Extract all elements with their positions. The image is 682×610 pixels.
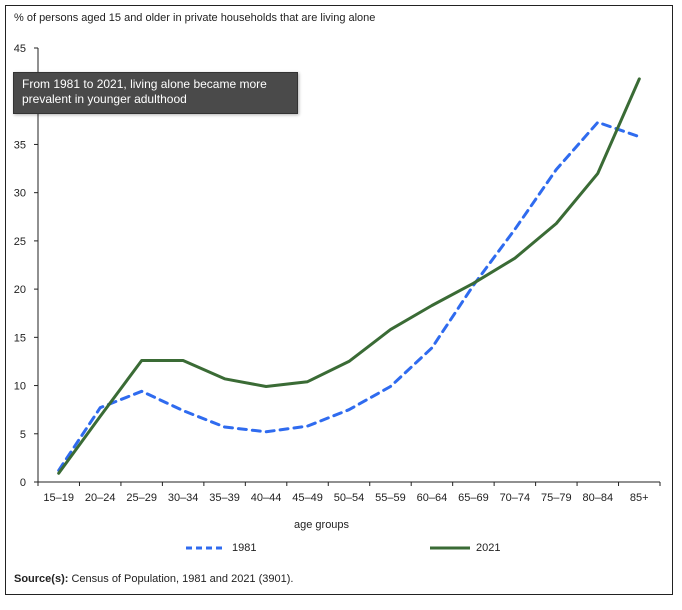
data-point-1981 [389, 385, 392, 388]
y-tick-label: 30 [14, 188, 26, 200]
x-tick-label: 25–29 [126, 492, 157, 504]
x-tick-label: 15–19 [43, 492, 74, 504]
data-point-2021 [430, 304, 433, 307]
data-point-2021 [223, 377, 226, 380]
data-point-2021 [182, 359, 185, 362]
x-tick-label: 75–79 [541, 492, 572, 504]
x-tick-label: 45–49 [292, 492, 323, 504]
legend-item-2021: 2021 [430, 540, 500, 556]
y-tick-label: 45 [14, 43, 26, 55]
x-tick-label: 80–84 [583, 492, 614, 504]
y-tick-label: 10 [14, 381, 26, 393]
data-point-1981 [306, 425, 309, 428]
x-tick-label: 30–34 [168, 492, 199, 504]
source-note: Source(s): Census of Population, 1981 an… [14, 573, 293, 585]
x-tick-label: 70–74 [500, 492, 531, 504]
series-layer [57, 77, 641, 475]
data-point-1981 [99, 406, 102, 409]
data-point-2021 [513, 257, 516, 260]
data-point-1981 [430, 346, 433, 349]
x-tick-label: 50–54 [334, 492, 365, 504]
legend-item-1981: 1981 [186, 540, 256, 556]
axes [34, 47, 661, 486]
legend-swatch-2021 [430, 546, 470, 550]
chart-title: % of persons aged 15 and older in privat… [14, 12, 376, 24]
y-tick-label: 15 [14, 332, 26, 344]
y-tick-label: 0 [20, 477, 26, 489]
data-point-1981 [513, 228, 516, 231]
source-text: Census of Population, 1981 and 2021 (390… [68, 573, 294, 585]
data-point-1981 [555, 168, 558, 171]
y-tick-label: 5 [20, 429, 26, 441]
legend-swatch-1981 [186, 546, 226, 550]
data-point-2021 [265, 385, 268, 388]
data-point-2021 [472, 282, 475, 285]
y-tick-label: 25 [14, 236, 26, 248]
x-tick-label: 20–24 [85, 492, 116, 504]
series-line-1981 [57, 120, 641, 472]
data-point-2021 [57, 472, 60, 475]
data-point-2021 [348, 360, 351, 363]
y-tick-label: 35 [14, 139, 26, 151]
data-point-2021 [99, 415, 102, 418]
data-point-2021 [306, 380, 309, 383]
data-point-2021 [389, 328, 392, 331]
source-label: Source(s): [14, 573, 69, 585]
series-line-2021 [57, 77, 641, 475]
data-point-2021 [140, 359, 143, 362]
x-tick-label: 35–39 [209, 492, 240, 504]
data-point-2021 [638, 77, 641, 80]
y-tick-label: 20 [14, 284, 26, 296]
x-axis-label: age groups [294, 519, 350, 531]
chart-annotation: From 1981 to 2021, living alone became m… [13, 72, 298, 114]
data-point-2021 [555, 222, 558, 225]
data-point-1981 [348, 408, 351, 411]
data-point-1981 [140, 390, 143, 393]
data-point-1981 [638, 135, 641, 138]
tick-labels: 05101520253035404515–1920–2425–2930–3435… [14, 43, 649, 504]
x-tick-label: 55–59 [375, 492, 406, 504]
x-tick-label: 85+ [630, 492, 649, 504]
data-point-1981 [182, 409, 185, 412]
x-tick-label: 40–44 [251, 492, 282, 504]
data-point-1981 [265, 430, 268, 433]
data-point-1981 [223, 426, 226, 429]
x-tick-label: 65–69 [458, 492, 489, 504]
x-tick-label: 60–64 [417, 492, 448, 504]
legend-label-2021: 2021 [476, 542, 501, 554]
data-point-2021 [596, 172, 599, 175]
data-point-1981 [596, 121, 599, 124]
legend-label-1981: 1981 [232, 542, 257, 554]
